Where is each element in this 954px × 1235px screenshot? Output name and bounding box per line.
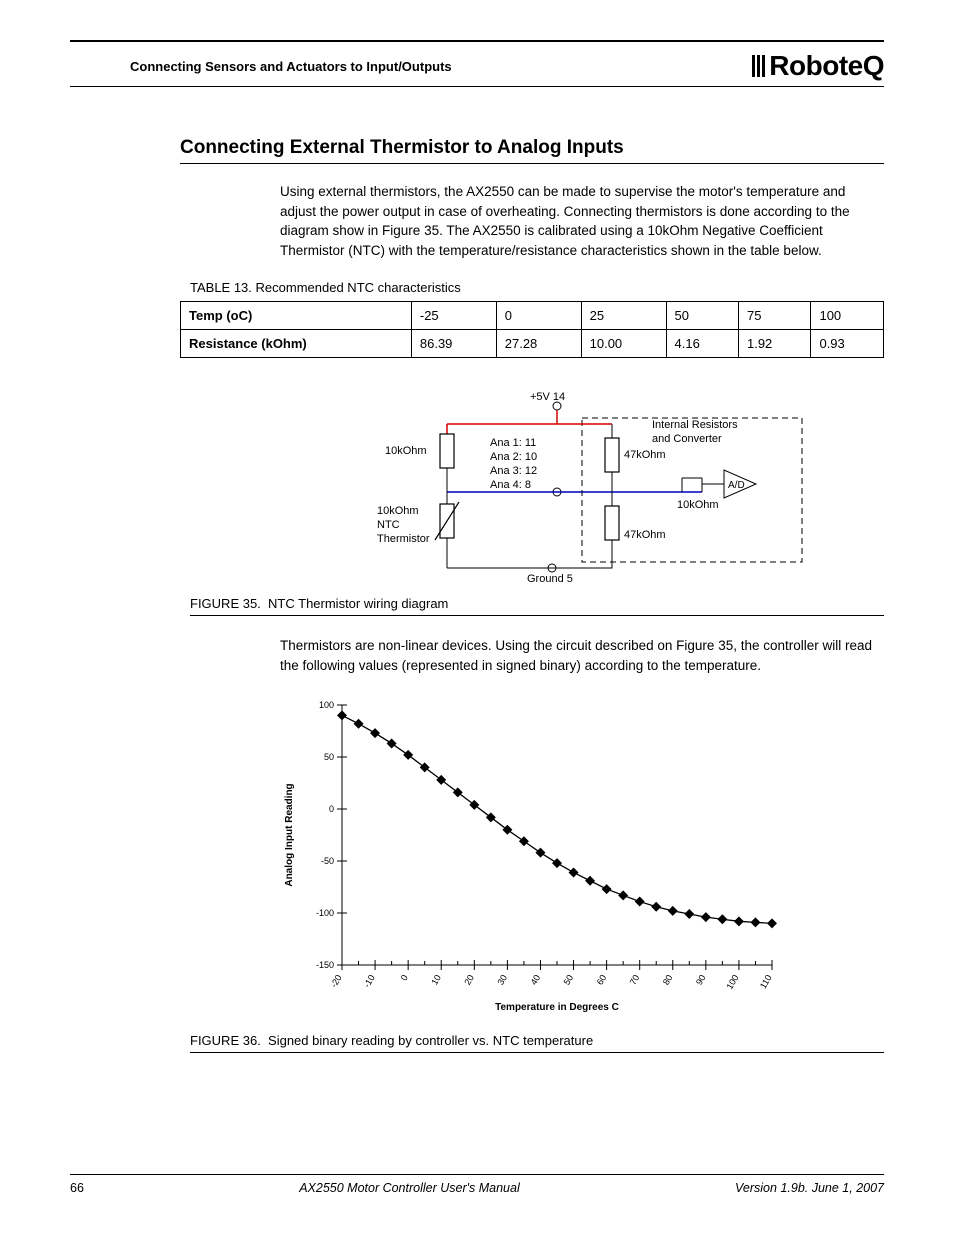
svg-text:Ground 5: Ground 5 [527,573,573,585]
svg-text:10kOhm: 10kOhm [385,445,427,457]
figure-caption-label: FIGURE 36. [190,1033,261,1048]
svg-text:+5V 14: +5V 14 [530,391,565,403]
wiring-diagram-svg: +5V 14 10kOhm Ana 1: 11 Ana 2: 10 Ana 3: 12 A… [252,388,812,588]
svg-text:100: 100 [724,973,740,991]
cell: 50 [666,302,738,330]
cell: 25 [581,302,666,330]
header-section-title: Connecting Sensors and Actuators to Inpu… [70,59,452,74]
footer-manual-title: AX2550 Motor Controller User's Manual [299,1181,520,1195]
page-header: Connecting Sensors and Actuators to Inpu… [70,46,884,87]
svg-text:80: 80 [661,973,675,987]
row-header: Temp (oC) [181,302,412,330]
svg-text:A/D: A/D [728,480,745,491]
table-caption-text: Recommended NTC characteristics [256,280,461,295]
figure36-caption: FIGURE 36. Signed binary reading by cont… [190,1033,884,1053]
figure-caption-label: FIGURE 35. [190,596,261,611]
svg-text:Ana 2: 10: Ana 2: 10 [490,451,537,463]
svg-text:Ana 4: 8: Ana 4: 8 [490,479,531,491]
intro-paragraph: Using external thermistors, the AX2550 c… [280,182,884,260]
figure35-caption: FIGURE 35. NTC Thermistor wiring diagram [190,596,884,616]
svg-text:10kOhm: 10kOhm [377,505,419,517]
svg-text:Ana 1: 11: Ana 1: 11 [490,437,536,449]
row-header: Resistance (kOhm) [181,330,412,358]
svg-text:-10: -10 [362,973,377,989]
cell: 27.28 [496,330,581,358]
svg-text:60: 60 [595,973,609,987]
svg-text:0: 0 [399,973,410,982]
cell: 86.39 [411,330,496,358]
svg-text:0: 0 [329,804,334,814]
cell: 0.93 [811,330,884,358]
figure36: -150-100-50050100-20-1001020304050607080… [180,695,884,1025]
svg-text:90: 90 [694,973,708,987]
svg-text:-50: -50 [321,856,334,866]
svg-text:-20: -20 [329,973,344,989]
logo-bars-icon [752,55,767,77]
svg-text:70: 70 [628,973,642,987]
svg-text:40: 40 [529,973,543,987]
svg-text:50: 50 [562,973,576,987]
svg-text:NTC: NTC [377,519,400,531]
table13: Temp (oC) -25 0 25 50 75 100 Resistance … [180,301,884,358]
svg-text:47kOhm: 47kOhm [624,449,666,461]
svg-text:47kOhm: 47kOhm [624,529,666,541]
svg-text:50: 50 [324,752,334,762]
footer-page-number: 66 [70,1181,84,1195]
svg-text:Thermistor: Thermistor [377,533,430,545]
cell: 0 [496,302,581,330]
table-caption-label: TABLE 13. [190,280,252,295]
cell: 4.16 [666,330,738,358]
page-footer: 66 AX2550 Motor Controller User's Manual… [70,1174,884,1195]
mid-paragraph: Thermistors are non-linear devices. Usin… [280,636,884,675]
svg-text:110: 110 [758,973,774,990]
cell: 1.92 [738,330,810,358]
chart-svg: -150-100-50050100-20-1001020304050607080… [272,695,792,1025]
table13-caption: TABLE 13. Recommended NTC characteristic… [190,280,884,295]
logo-text: RoboteQ [769,50,884,82]
svg-text:-150: -150 [316,960,334,970]
svg-text:and Converter: and Converter [652,433,722,445]
section-heading: Connecting External Thermistor to Analog… [180,137,884,164]
svg-text:Ana 3: 12: Ana 3: 12 [490,465,537,477]
footer-version: Version 1.9b. June 1, 2007 [735,1181,884,1195]
table-row: Temp (oC) -25 0 25 50 75 100 [181,302,884,330]
svg-text:-100: -100 [316,908,334,918]
svg-text:Temperature in Degrees C: Temperature in Degrees C [495,1002,619,1013]
svg-text:Internal Resistors: Internal Resistors [652,419,738,431]
svg-text:100: 100 [319,700,334,710]
svg-text:10: 10 [429,973,443,987]
cell: -25 [411,302,496,330]
table-row: Resistance (kOhm) 86.39 27.28 10.00 4.16… [181,330,884,358]
figure-caption-text: Signed binary reading by controller vs. … [268,1033,593,1048]
cell: 10.00 [581,330,666,358]
svg-text:10kOhm: 10kOhm [677,499,719,511]
svg-text:20: 20 [462,973,476,987]
brand-logo: RoboteQ [752,50,884,82]
cell: 75 [738,302,810,330]
cell: 100 [811,302,884,330]
figure35: +5V 14 10kOhm Ana 1: 11 Ana 2: 10 Ana 3: 12 A… [180,388,884,588]
svg-text:Analog Input Reading: Analog Input Reading [284,784,295,887]
svg-text:30: 30 [495,973,509,987]
figure-caption-text: NTC Thermistor wiring diagram [268,596,448,611]
